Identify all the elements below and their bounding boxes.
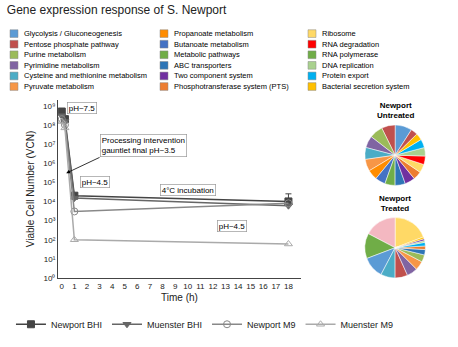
svg-text:4°C incubation: 4°C incubation [162, 186, 214, 195]
svg-text:10⁰: 10⁰ [43, 274, 55, 283]
svg-text:10⁵: 10⁵ [43, 178, 55, 187]
svg-text:RNA polymerase: RNA polymerase [322, 50, 378, 59]
svg-text:10: 10 [183, 282, 192, 291]
svg-text:10³: 10³ [44, 216, 56, 225]
svg-text:14: 14 [234, 282, 243, 291]
svg-text:Muenster BHI: Muenster BHI [147, 320, 202, 330]
svg-text:NewportUntreated: NewportUntreated [377, 101, 414, 120]
svg-text:Processing interventiongauntle: Processing interventiongauntlet final pH… [102, 136, 185, 155]
svg-text:Cysteine and methionine metabo: Cysteine and methionine metabolism [24, 71, 147, 80]
svg-text:9: 9 [173, 282, 178, 291]
svg-text:Bacterial secretion system: Bacterial secretion system [322, 82, 410, 91]
svg-text:10⁷: 10⁷ [44, 140, 56, 149]
svg-text:Phosphotransferase system (PTS: Phosphotransferase system (PTS) [174, 82, 289, 91]
svg-text:17: 17 [271, 282, 280, 291]
svg-text:ABC transporters: ABC transporters [174, 61, 232, 70]
svg-text:Newport BHI: Newport BHI [51, 320, 102, 330]
svg-text:13: 13 [221, 282, 230, 291]
svg-text:1: 1 [72, 282, 77, 291]
svg-text:2: 2 [85, 282, 90, 291]
svg-text:Metabolic pathways: Metabolic pathways [174, 50, 240, 59]
svg-text:12: 12 [208, 282, 217, 291]
svg-text:8: 8 [160, 282, 165, 291]
svg-text:pH~7.5: pH~7.5 [69, 104, 96, 113]
svg-text:DNA replication: DNA replication [322, 61, 374, 70]
svg-text:10⁴: 10⁴ [43, 197, 56, 206]
svg-text:18: 18 [284, 282, 293, 291]
svg-text:Viable Cell Number (VCN): Viable Cell Number (VCN) [25, 131, 36, 248]
svg-text:Pyruvate metabolism: Pyruvate metabolism [24, 82, 94, 91]
svg-text:Purine metabolism: Purine metabolism [24, 50, 86, 59]
svg-text:11: 11 [196, 282, 205, 291]
svg-text:Glycolysis / Gluconeogenesis: Glycolysis / Gluconeogenesis [24, 29, 122, 38]
svg-text:Ribosome: Ribosome [322, 29, 356, 38]
svg-text:Muenster M9: Muenster M9 [341, 320, 394, 330]
svg-text:10⁹: 10⁹ [43, 102, 55, 111]
svg-text:Butanoate metabolism: Butanoate metabolism [174, 40, 249, 49]
svg-text:Gene expression response of S.: Gene expression response of S. Newport [7, 3, 227, 17]
svg-text:Pyrimidine metabolism: Pyrimidine metabolism [24, 61, 99, 70]
svg-text:5: 5 [123, 282, 128, 291]
svg-text:Two component system: Two component system [174, 71, 253, 80]
svg-text:Protein export: Protein export [322, 71, 370, 80]
svg-text:Newport M9: Newport M9 [247, 320, 296, 330]
svg-text:10¹: 10¹ [44, 255, 56, 264]
svg-text:15: 15 [246, 282, 255, 291]
svg-text:10²: 10² [44, 236, 56, 245]
svg-text:4: 4 [110, 282, 115, 291]
svg-text:6: 6 [135, 282, 140, 291]
svg-text:Time (h): Time (h) [161, 292, 198, 303]
svg-text:16: 16 [259, 282, 268, 291]
svg-text:Propanoate metabolism: Propanoate metabolism [174, 29, 253, 38]
svg-text:Pentose phosphate pathway: Pentose phosphate pathway [24, 40, 119, 49]
svg-text:RNA degradation: RNA degradation [322, 40, 379, 49]
svg-text:10⁶: 10⁶ [43, 159, 55, 168]
svg-text:pH~4.5: pH~4.5 [82, 178, 109, 187]
svg-text:NewportTreated: NewportTreated [379, 194, 411, 213]
svg-text:3: 3 [97, 282, 102, 291]
svg-text:0: 0 [60, 282, 65, 291]
svg-text:10⁸: 10⁸ [43, 121, 55, 130]
svg-text:pH~4.5: pH~4.5 [219, 222, 246, 231]
svg-text:7: 7 [148, 282, 153, 291]
